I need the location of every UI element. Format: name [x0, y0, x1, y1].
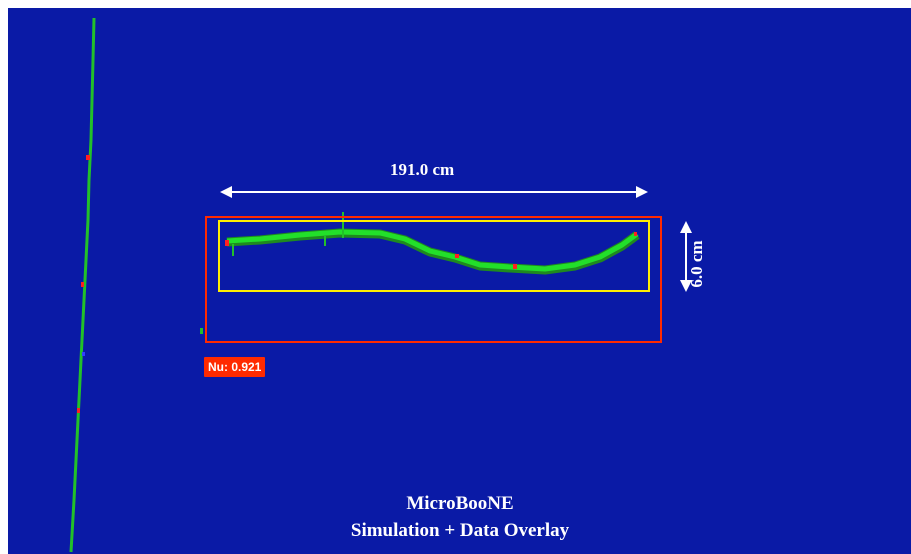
width-arrow — [220, 186, 648, 198]
caption-line-2: Simulation + Data Overlay — [350, 520, 570, 541]
cosmic-hit-blue — [82, 352, 85, 356]
cosmic-hit-red — [77, 408, 80, 413]
width-measurement-label: 191.0 cm — [390, 160, 455, 179]
cosmic-hit-red — [81, 282, 84, 287]
caption-line-1: MicroBooNE — [406, 493, 514, 514]
height-measurement-label: 6.0 cm — [687, 240, 706, 288]
height-arrow — [680, 221, 692, 292]
detector-background — [8, 8, 911, 554]
cosmic-hit-red — [86, 155, 90, 160]
caption: MicroBooNE Simulation + Data Overlay — [260, 490, 660, 544]
cosmic-track — [69, 17, 96, 553]
track-extent-box — [218, 220, 650, 292]
stray-hit — [200, 328, 203, 334]
neutrino-score-badge: Nu: 0.921 — [204, 357, 266, 377]
detection-box — [205, 216, 662, 343]
